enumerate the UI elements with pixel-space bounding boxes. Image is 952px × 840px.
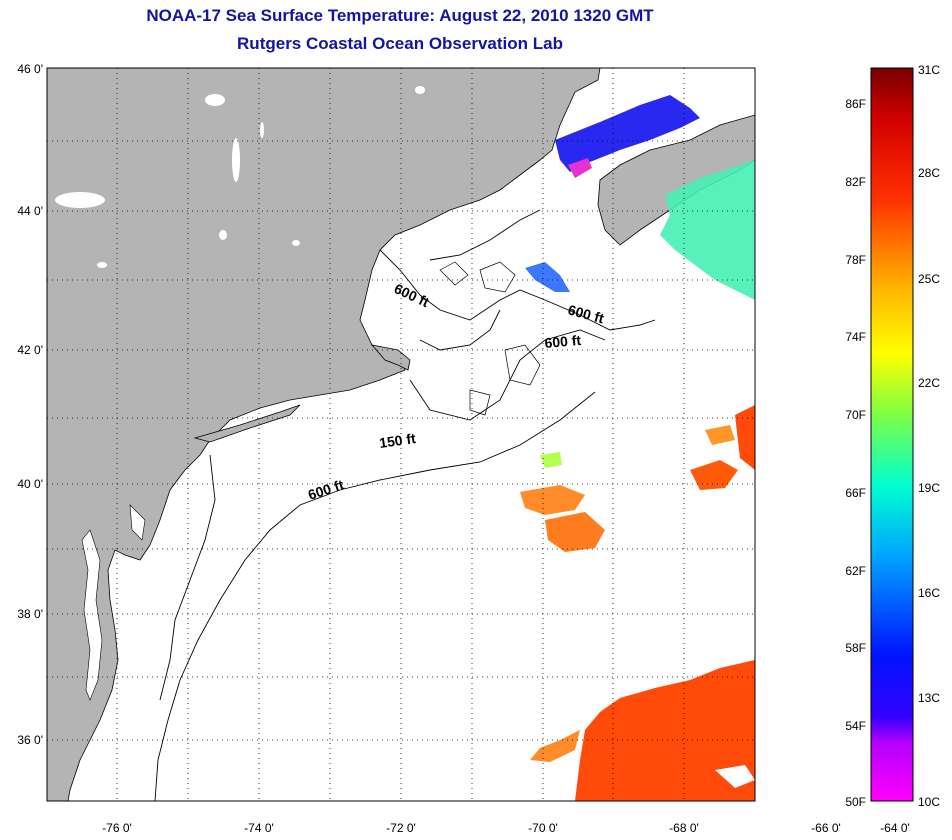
sst-magenta-fundy	[568, 158, 592, 178]
inland-lakes	[55, 86, 425, 268]
latitude-labels: 46 0' 44 0' 42 0' 40 0' 38 0' 36 0'	[17, 62, 43, 747]
delaware-bay	[129, 504, 146, 541]
lon-label: -72 0'	[386, 821, 416, 835]
sst-cold-fundy	[555, 95, 700, 172]
lat-label: 38 0'	[17, 607, 43, 621]
bathymetry-contours	[154, 209, 656, 801]
sst-gulf-stream-edge	[530, 730, 580, 762]
map-subtitle: Rutgers Coastal Ocean Observation Lab	[237, 34, 563, 53]
cb-label-c: 16C	[918, 586, 940, 600]
lat-label: 44 0'	[17, 204, 43, 218]
cb-label-f: 66F	[845, 486, 866, 500]
colorbar-celsius-labels: 31C 28C 25C 22C 19C 16C 13C 10C	[918, 63, 940, 809]
land-mainland	[47, 68, 601, 801]
land-long-island	[193, 404, 301, 443]
sst-scotian-shelf	[660, 160, 755, 300]
cb-label-f: 70F	[845, 408, 866, 422]
cb-label-c: 25C	[918, 272, 940, 286]
cb-label-c: 13C	[918, 691, 940, 705]
sst-cool-gom	[525, 262, 570, 292]
cb-label-f: 82F	[845, 175, 866, 189]
cb-label-f: 62F	[845, 564, 866, 578]
cb-label-c: 10C	[918, 795, 940, 809]
lat-label: 42 0'	[17, 343, 43, 357]
lon-label: -70 0'	[528, 821, 558, 835]
sst-warm-patches	[520, 405, 755, 552]
cb-label-c: 28C	[918, 166, 940, 180]
sst-gulf-stream	[575, 660, 755, 801]
lon-label: -76 0'	[102, 821, 132, 835]
cb-label-f: 58F	[845, 641, 866, 655]
lon-label: -64 0'	[880, 821, 910, 835]
cb-label-f: 54F	[845, 719, 866, 733]
cb-label-c: 19C	[918, 481, 940, 495]
cb-label-f: 74F	[845, 330, 866, 344]
cb-label-c: 22C	[918, 376, 940, 390]
lon-label: -74 0'	[244, 821, 274, 835]
cb-label-f: 86F	[845, 97, 866, 111]
colorbar-fahrenheit-labels: 86F 82F 78F 74F 70F 66F 62F 58F 54F 50F	[845, 97, 866, 809]
contour-label: 600 ft	[544, 332, 582, 351]
graticule	[47, 68, 755, 801]
temperature-colorbar	[870, 67, 914, 802]
lat-label: 40 0'	[17, 477, 43, 491]
lon-label: -66 0'	[811, 821, 841, 835]
cb-label-f: 50F	[845, 795, 866, 809]
sst-gulf-stream-patch	[715, 765, 755, 788]
map-title: NOAA-17 Sea Surface Temperature: August …	[146, 6, 654, 25]
contour-label: 150 ft	[378, 430, 417, 451]
cb-label-f: 78F	[845, 253, 866, 267]
longitude-labels: -76 0' -74 0' -72 0' -70 0' -68 0' -66 0…	[102, 821, 910, 835]
lat-label: 36 0'	[17, 733, 43, 747]
gulf-of-maine-basins	[439, 261, 541, 416]
lon-label: -68 0'	[669, 821, 699, 835]
lat-label: 46 0'	[17, 62, 43, 76]
cb-label-c: 31C	[918, 63, 940, 77]
chesapeake-bay	[81, 529, 103, 701]
